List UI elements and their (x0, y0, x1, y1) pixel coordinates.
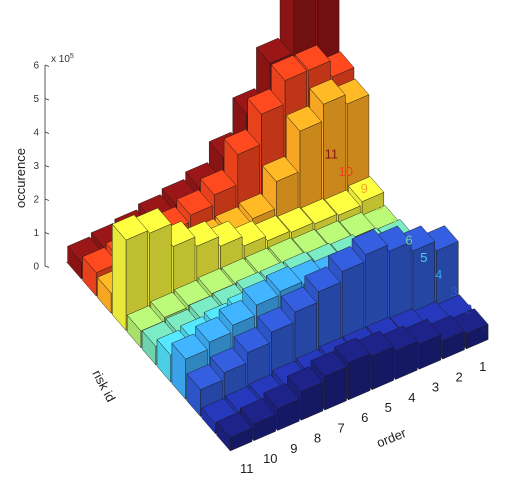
bar-face-top (200, 169, 237, 196)
bar-face-top (186, 364, 223, 390)
bar-face-top (247, 88, 284, 115)
bar-face-top (324, 189, 361, 216)
bar-face-top (112, 214, 149, 241)
bar-face-top (351, 229, 388, 255)
risk-id-tick-label: 11 (325, 147, 339, 162)
z-tick-label: 2 (33, 195, 39, 206)
z-tick-label: 0 (33, 262, 39, 273)
order-tick-label: 8 (314, 431, 321, 446)
bar-face-top (238, 193, 275, 219)
bar-face-top (239, 398, 276, 425)
z-exponent-power: 5 (70, 53, 74, 60)
risk-id-axis-title: risk id (89, 367, 118, 404)
bar-face-side (112, 223, 127, 331)
order-tick-label: 2 (455, 369, 462, 384)
order-tick-label: 9 (290, 441, 297, 456)
bar-face-top (287, 366, 324, 393)
bar-face-top (257, 306, 294, 333)
z-exponent-label: x 105 (51, 53, 74, 65)
bar-face-top (294, 44, 331, 71)
bar-risk-1-order-11 (216, 412, 253, 452)
z-tick-label: 3 (33, 161, 39, 172)
bar-face-top (285, 105, 322, 132)
risk-id-tick-label: 3 (450, 284, 457, 299)
order-tick-label: 10 (263, 451, 277, 466)
bar-face-top (271, 55, 308, 81)
risk-id-tick-label: 4 (435, 267, 442, 282)
bar-face-top (218, 299, 255, 326)
z-tick-mark (44, 131, 50, 134)
bar-face-top (348, 176, 385, 202)
order-tick-label: 6 (361, 410, 368, 425)
z-tick-mark (44, 232, 50, 235)
bar-face-top (256, 37, 293, 64)
z-tick-mark (44, 98, 50, 101)
z-tick-mark (44, 265, 50, 268)
bar-face-top (304, 266, 341, 293)
order-axis-title: order (374, 425, 408, 451)
bar-face-top (242, 279, 279, 306)
z-tick-label: 6 (33, 61, 39, 72)
bar-face-top (300, 198, 337, 225)
bar-face-top (176, 189, 213, 216)
z-tick-label: 4 (33, 128, 39, 139)
bar-face-top (266, 266, 303, 292)
risk-id-tick-label: 8 (376, 198, 383, 213)
bar-face-top (263, 383, 300, 409)
bar-face-top (233, 327, 270, 353)
order-tick-label: 1 (479, 359, 486, 374)
bar-face-top (150, 291, 187, 318)
bar-face-top (328, 246, 365, 272)
bar-face-top (210, 347, 247, 374)
bar-face-top (171, 333, 208, 360)
bar-face-top (334, 337, 371, 364)
bar-face-top (262, 156, 299, 182)
z-tick-mark (44, 198, 50, 201)
z-tick-mark (44, 165, 50, 168)
bar-risk-8-order-11 (112, 214, 149, 331)
risk-id-tick-label: 9 (361, 181, 368, 196)
order-tick-label: 4 (408, 390, 415, 405)
order-tick-label: 7 (337, 420, 344, 435)
risk-id-tick-label: 1 (480, 319, 487, 334)
z-tick-label: 1 (33, 228, 39, 239)
bar-face-top (309, 78, 346, 105)
bar-face-top (216, 412, 253, 438)
order-tick-label: 11 (240, 461, 254, 475)
order-tick-label: 3 (432, 380, 439, 395)
risk-id-tick-label: 5 (420, 250, 427, 265)
bar-face-top (277, 206, 314, 233)
bar-face-top (82, 247, 119, 273)
risk-id-tick-label: 6 (405, 233, 412, 248)
risk-id-tick-label: 7 (390, 215, 397, 230)
bar-face-top (223, 129, 260, 155)
z-exponent-base: x 10 (51, 54, 70, 65)
z-tick-mark (44, 64, 50, 67)
order-tick-label: 5 (385, 400, 392, 415)
risk-id-tick-label: 10 (339, 164, 353, 179)
z-axis: 0 1 2 3 4 5 6 (33, 61, 50, 273)
risk-id-tick-label: 2 (465, 301, 472, 316)
bars-layer (65, 0, 489, 452)
bar-face-top (280, 286, 317, 313)
bar-face-top (195, 316, 232, 343)
z-axis-title: occurence (13, 148, 28, 208)
z-tick-label: 5 (33, 94, 39, 105)
bar-face-top (310, 351, 347, 377)
